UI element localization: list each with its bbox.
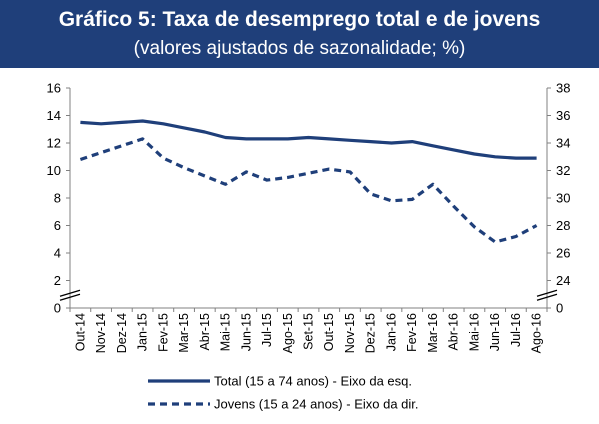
left-axis-break-mark: [59, 293, 81, 301]
right-tick-label: 30: [556, 191, 570, 206]
x-axis-ticks: Out-14 Nov-14 Dez-14 Jan-15 Fev-15 Mar-15 Abr-…: [69, 308, 548, 353]
legend-label-jovens: Jovens (15 a 24 anos) - Eixo da dir.: [214, 397, 419, 412]
x-tick-label: Jul-15: [260, 313, 274, 347]
x-tick-label: Fev-15: [156, 313, 170, 352]
left-axis-ticks: 0 2 4 6 8 10 12 14 16: [47, 81, 70, 316]
left-tick-label: 10: [47, 163, 61, 178]
legend-label-total: Total (15 a 74 anos) - Eixo da esq.: [214, 374, 412, 389]
x-tick-label: Mai-15: [219, 313, 233, 351]
x-tick-label: Mar-15: [177, 313, 191, 353]
right-tick-label: 38: [556, 81, 570, 96]
right-tick-label: 34: [556, 136, 570, 151]
left-tick-label: 2: [54, 273, 61, 288]
left-tick-label: 14: [47, 108, 61, 123]
x-tick-label: Abr-16: [447, 313, 461, 351]
x-tick-label: Fev-16: [405, 313, 419, 352]
left-tick-label: 4: [54, 246, 61, 261]
x-tick-label: Ago-16: [530, 313, 544, 353]
right-tick-label: 24: [556, 273, 570, 288]
series-line-jovens: [79, 137, 538, 244]
left-tick-label: 12: [47, 136, 61, 151]
right-tick-label: 28: [556, 218, 570, 233]
left-axis-break-mark: [59, 289, 81, 297]
right-tick-label: 0: [556, 301, 563, 316]
x-tick-label: Dez-15: [364, 313, 378, 353]
x-tick-label: Jul-16: [509, 313, 523, 347]
right-tick-label: 36: [556, 108, 570, 123]
series-line-total: [80, 119, 537, 160]
x-tick-label: Nov-14: [94, 313, 108, 353]
chart-series: [79, 119, 538, 244]
x-tick-label: Ago-15: [281, 313, 295, 353]
x-tick-label: Jun-15: [239, 313, 253, 351]
x-tick-label: Out-14: [73, 313, 87, 351]
x-tick-label: Jun-16: [488, 313, 502, 351]
right-tick-label: 32: [556, 163, 570, 178]
x-tick-label: Dez-14: [115, 313, 129, 353]
chart-title: Gráfico 5: Taxa de desemprego total e de…: [58, 8, 541, 31]
x-tick-label: Mai-16: [467, 313, 481, 351]
x-tick-label: Jan-15: [136, 313, 150, 351]
left-tick-label: 16: [47, 81, 61, 96]
chart-header: Gráfico 5: Taxa de desemprego total e de…: [0, 0, 599, 68]
left-tick-label: 8: [54, 191, 61, 206]
x-tick-label: Nov-15: [343, 313, 357, 353]
x-tick-label: Mar-16: [426, 313, 440, 353]
right-axis-ticks: 0 24 26 28 30 32 34 36 38: [547, 81, 570, 316]
right-axis-break-mark: [536, 289, 558, 297]
right-tick-label: 26: [556, 246, 570, 261]
x-tick-label: Abr-15: [198, 313, 212, 351]
right-axis-break-mark: [536, 293, 558, 301]
chart-legend: Total (15 a 74 anos) - Eixo da esq. Joven…: [148, 374, 419, 412]
x-tick-label: Jan-16: [384, 313, 398, 351]
left-tick-label: 0: [54, 301, 61, 316]
left-tick-label: 6: [54, 218, 61, 233]
chart-subtitle: (valores ajustados de sazonalidade; %): [133, 38, 466, 59]
x-tick-label: Out-15: [322, 313, 336, 351]
x-tick-label: Set-15: [302, 313, 316, 350]
